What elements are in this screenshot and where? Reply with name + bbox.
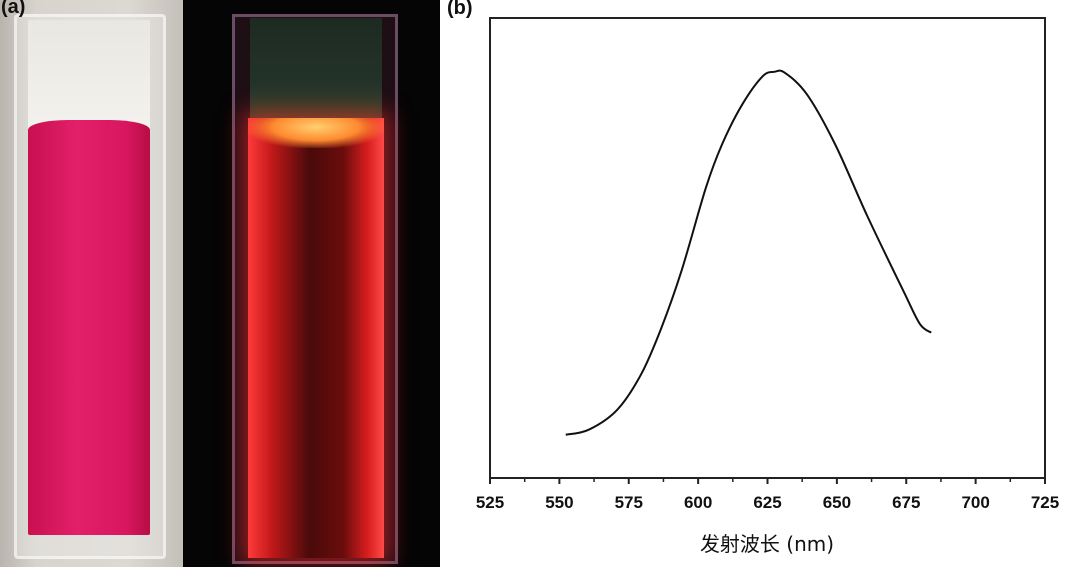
x-tick-label: 725 xyxy=(1031,493,1059,512)
panel-b-label: (b) xyxy=(447,0,473,19)
x-tick-label: 550 xyxy=(545,493,573,512)
x-tick-label: 700 xyxy=(961,493,989,512)
x-axis-tick-labels: 525 550 575 600 625 650 675 700 725 xyxy=(476,493,1059,512)
x-tick-label: 650 xyxy=(823,493,851,512)
x-tick-label: 525 xyxy=(476,493,504,512)
x-tick-label: 625 xyxy=(753,493,781,512)
x-axis-title: 发射波长 (nm) xyxy=(700,532,834,556)
emission-curve xyxy=(565,69,932,436)
glowing-meniscus xyxy=(248,118,384,148)
red-fluorescent-solution xyxy=(248,118,384,558)
plot-frame xyxy=(489,17,1046,479)
x-tick-label: 575 xyxy=(615,493,643,512)
cuvette-b-empty-part xyxy=(250,18,382,128)
x-tick-label: 600 xyxy=(684,493,712,512)
x-axis-ticks xyxy=(489,478,1046,484)
panel-a-label: (a) xyxy=(1,0,26,18)
cuvette-a-empty-part xyxy=(28,20,150,130)
pink-solution xyxy=(28,120,150,535)
x-tick-label: 675 xyxy=(892,493,920,512)
